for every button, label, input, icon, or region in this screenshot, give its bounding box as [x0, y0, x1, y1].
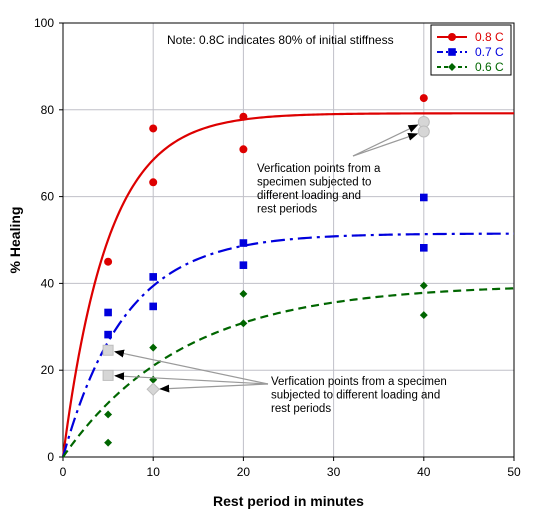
- legend-entry: 0.8 C: [437, 30, 504, 44]
- legend-marker: [448, 33, 456, 41]
- verification-point: [102, 369, 114, 381]
- legend-entry: 0.7 C: [437, 45, 504, 59]
- data-point: [104, 410, 113, 419]
- annotation-text: Verfication points from a specimen subjec…: [257, 163, 381, 216]
- annotation-arrow: [352, 124, 419, 157]
- data-point: [104, 330, 112, 339]
- y-tick-label: 60: [41, 190, 55, 204]
- data-point: [239, 145, 248, 154]
- legend-label: 0.7 C: [475, 45, 504, 59]
- data-point: [239, 319, 248, 328]
- axis-ticks: 0 10 20 30 40 50 0 20 40 60 80 100: [34, 16, 521, 479]
- data-point: [149, 178, 158, 187]
- verification-point: [102, 344, 114, 356]
- data-point: [149, 124, 158, 133]
- data-point: [149, 375, 158, 384]
- annotation-arrow: [114, 372, 269, 385]
- legend-marker: [448, 48, 456, 56]
- y-axis-label: % Healing: [7, 207, 23, 274]
- fit-curve-2: [61, 232, 514, 458]
- data-point: [104, 308, 112, 317]
- data-point: [420, 193, 428, 202]
- annotation-arrow: [352, 132, 419, 157]
- plot-area-frame: [62, 22, 515, 458]
- annotation-text: Verfication points from a specimen subjec…: [271, 376, 447, 415]
- data-point: [239, 289, 248, 298]
- y-tick-label: 20: [41, 363, 55, 377]
- verification-point: [146, 382, 160, 397]
- data-point: [239, 261, 248, 269]
- x-tick-label: 40: [417, 465, 431, 479]
- annotations: Verfication points from a specimen subjec…: [113, 124, 447, 415]
- x-axis-label: Rest period in minutes: [213, 493, 364, 509]
- verification-point: [417, 125, 430, 138]
- verification-points: [102, 115, 430, 397]
- data-point: [149, 273, 157, 281]
- data-point: [419, 94, 428, 103]
- y-tick-label: 40: [41, 276, 55, 290]
- data-point: [104, 438, 113, 447]
- data-point: [149, 302, 157, 311]
- data-point: [419, 311, 428, 320]
- annotation-arrow: [113, 349, 269, 385]
- data-point: [104, 257, 113, 266]
- data-points: [104, 94, 428, 447]
- x-tick-label: 30: [327, 465, 341, 479]
- fit-curve-1: [61, 112, 514, 458]
- y-tick-label: 0: [47, 450, 54, 464]
- data-point: [239, 239, 248, 247]
- data-point: [239, 112, 248, 121]
- x-tick-label: 0: [60, 465, 67, 479]
- y-tick-label: 80: [41, 103, 55, 117]
- legend: 0.8 C0.7 C0.6 C: [430, 24, 512, 76]
- legend-label: 0.8 C: [475, 30, 504, 44]
- x-tick-label: 20: [237, 465, 251, 479]
- data-point: [420, 244, 428, 252]
- data-point: [149, 343, 158, 352]
- annotation-arrow: [159, 383, 269, 393]
- legend-marker: [448, 63, 456, 71]
- legend-entry: 0.6 C: [437, 60, 504, 74]
- x-tick-label: 50: [507, 465, 521, 479]
- y-tick-label: 100: [34, 16, 54, 30]
- legend-label: 0.6 C: [475, 60, 504, 74]
- x-tick-label: 10: [147, 465, 161, 479]
- chart-note: Note: 0.8C indicates 80% of initial stif…: [167, 33, 394, 47]
- data-point: [419, 281, 428, 290]
- fit-curve-3: [62, 287, 515, 458]
